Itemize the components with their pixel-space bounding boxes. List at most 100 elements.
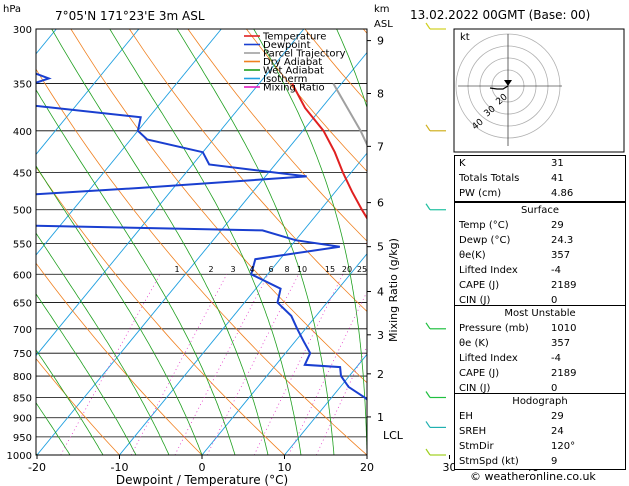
row-value: 2189	[551, 280, 577, 291]
row-label: Pressure (mb)	[459, 323, 529, 334]
most-unstable-title: Most Unstable	[504, 308, 576, 319]
axes: 3003504004505005506006507007508008509009…	[3, 4, 539, 486]
credit: © weatheronline.co.uk	[470, 470, 596, 483]
mixing-ratio-line	[253, 274, 344, 455]
row-value: 4.86	[551, 188, 574, 199]
km-tick-label: 6	[377, 197, 384, 210]
profiles	[36, 72, 367, 401]
table-row: CIN (J) 0	[455, 293, 625, 308]
wind-barb-feather	[425, 448, 431, 456]
row-value: 0	[551, 295, 558, 306]
mixing-ratio-label: 1	[174, 265, 179, 274]
row-label: Dewp (°C)	[459, 235, 511, 246]
mixing-ratio-line	[130, 274, 228, 455]
wind-barb-feather	[425, 124, 431, 132]
table-row: θe(K) 357	[455, 248, 625, 263]
height-unit: km	[374, 4, 390, 15]
row-label: CIN (J)	[459, 383, 491, 394]
dry-adiabat	[36, 262, 203, 455]
temp-tick-label: -20	[28, 461, 46, 474]
row-value: 357	[551, 338, 571, 349]
row-value: 1010	[551, 323, 577, 334]
row-label: PW (cm)	[459, 188, 502, 199]
row-label: CAPE (J)	[459, 368, 500, 379]
table-row: Temp (°C) 29	[455, 218, 625, 233]
pressure-tick-label: 750	[13, 349, 32, 360]
row-value: 31	[551, 158, 564, 169]
legend-label: Temperature	[262, 32, 326, 43]
wet-adiabat	[36, 232, 170, 455]
wet-adiabat	[253, 29, 367, 455]
table-row: SREH 24	[455, 424, 625, 439]
temp-tick-label: -10	[111, 461, 129, 474]
legend-label: Mixing Ratio	[263, 83, 325, 94]
table-row: CIN (J) 0	[455, 381, 625, 396]
surface-panel: Surface Temp (°C) 29 Dewp (°C) 24.3 θe(K) 357…	[454, 202, 626, 309]
wind-barb-feather	[425, 322, 431, 330]
row-value: -4	[551, 353, 561, 364]
row-value: 41	[551, 173, 564, 184]
isotherm	[201, 253, 367, 455]
table-row: K 31	[455, 156, 625, 171]
wet-adiabat	[36, 165, 203, 455]
pressure-tick-label: 500	[13, 206, 32, 217]
mixing-ratio-line	[60, 274, 161, 455]
row-value: 9	[551, 456, 558, 467]
legend-label: Dewpoint	[263, 40, 311, 51]
pressure-tick-label: 1000	[7, 451, 32, 462]
wet-adiabat	[109, 29, 302, 455]
indices-panel: K 31 Totals Totals 41 PW (cm) 4.86	[454, 155, 626, 202]
surface-title: Surface	[520, 205, 560, 216]
mixing-ratio-axis-label: Mixing Ratio (g/kg)	[387, 238, 400, 342]
row-label: K	[459, 158, 466, 169]
row-value: 29	[551, 220, 564, 231]
temp-tick-label: 20	[360, 461, 374, 474]
pressure-tick-label: 550	[13, 239, 32, 250]
table-row: PW (cm) 4.86	[455, 186, 625, 201]
row-label: SREH	[459, 426, 487, 437]
temp-tick-label: 30	[443, 461, 457, 474]
wet-adiabat	[51, 29, 269, 455]
most-unstable-panel: Most Unstable Pressure (mb) 1010 θe (K) 357…	[454, 305, 626, 397]
height-ref: ASL	[374, 19, 393, 30]
wind-barb-feather	[425, 203, 431, 211]
row-value: 357	[551, 250, 571, 261]
dry-adiabat	[246, 29, 367, 172]
km-tick-label: 9	[377, 35, 384, 48]
wet-adiabat	[36, 402, 71, 455]
wet-adiabat	[176, 29, 335, 455]
dewpoint-line	[36, 72, 367, 401]
pressure-tick-label: 900	[13, 414, 32, 425]
mixing-ratio-label: 8	[284, 265, 289, 274]
pressure-tick-label: 850	[13, 393, 32, 404]
table-row: Pressure (mb) 1010	[455, 321, 625, 336]
mixing-ratio-label: 25	[357, 265, 367, 274]
table-row: Lifted Index -4	[455, 351, 625, 366]
mixing-ratio-label: 4	[249, 265, 254, 274]
row-label: Lifted Index	[459, 353, 518, 364]
forecast-date: 13.02.2022 00GMT (Base: 00)	[410, 8, 591, 22]
pressure-tick-label: 350	[13, 80, 32, 91]
wet-adiabat	[418, 29, 443, 455]
table-row: StmDir 120°	[455, 439, 625, 454]
wet-adiabat	[36, 293, 137, 455]
row-label: CIN (J)	[459, 295, 491, 306]
row-label: Totals Totals	[459, 173, 520, 184]
temp-tick-label: 10	[278, 461, 292, 474]
row-value: 2189	[551, 368, 577, 379]
row-value: 24	[551, 426, 564, 437]
background-lines	[36, 29, 443, 455]
table-row: EH 29	[455, 409, 625, 424]
mixing-ratio-label: 3	[230, 265, 235, 274]
pressure-tick-label: 400	[13, 127, 32, 138]
km-tick-label: 5	[377, 241, 384, 254]
wind-barb-feather	[425, 421, 431, 428]
row-label: StmSpd (kt)	[459, 456, 519, 467]
isotherm	[284, 353, 367, 455]
pressure-tick-label: 450	[13, 168, 32, 179]
storm-motion-marker	[504, 80, 512, 86]
row-label: StmDir	[459, 441, 494, 452]
dry-adiabat	[36, 166, 285, 455]
pressure-tick-label: 950	[13, 433, 32, 444]
